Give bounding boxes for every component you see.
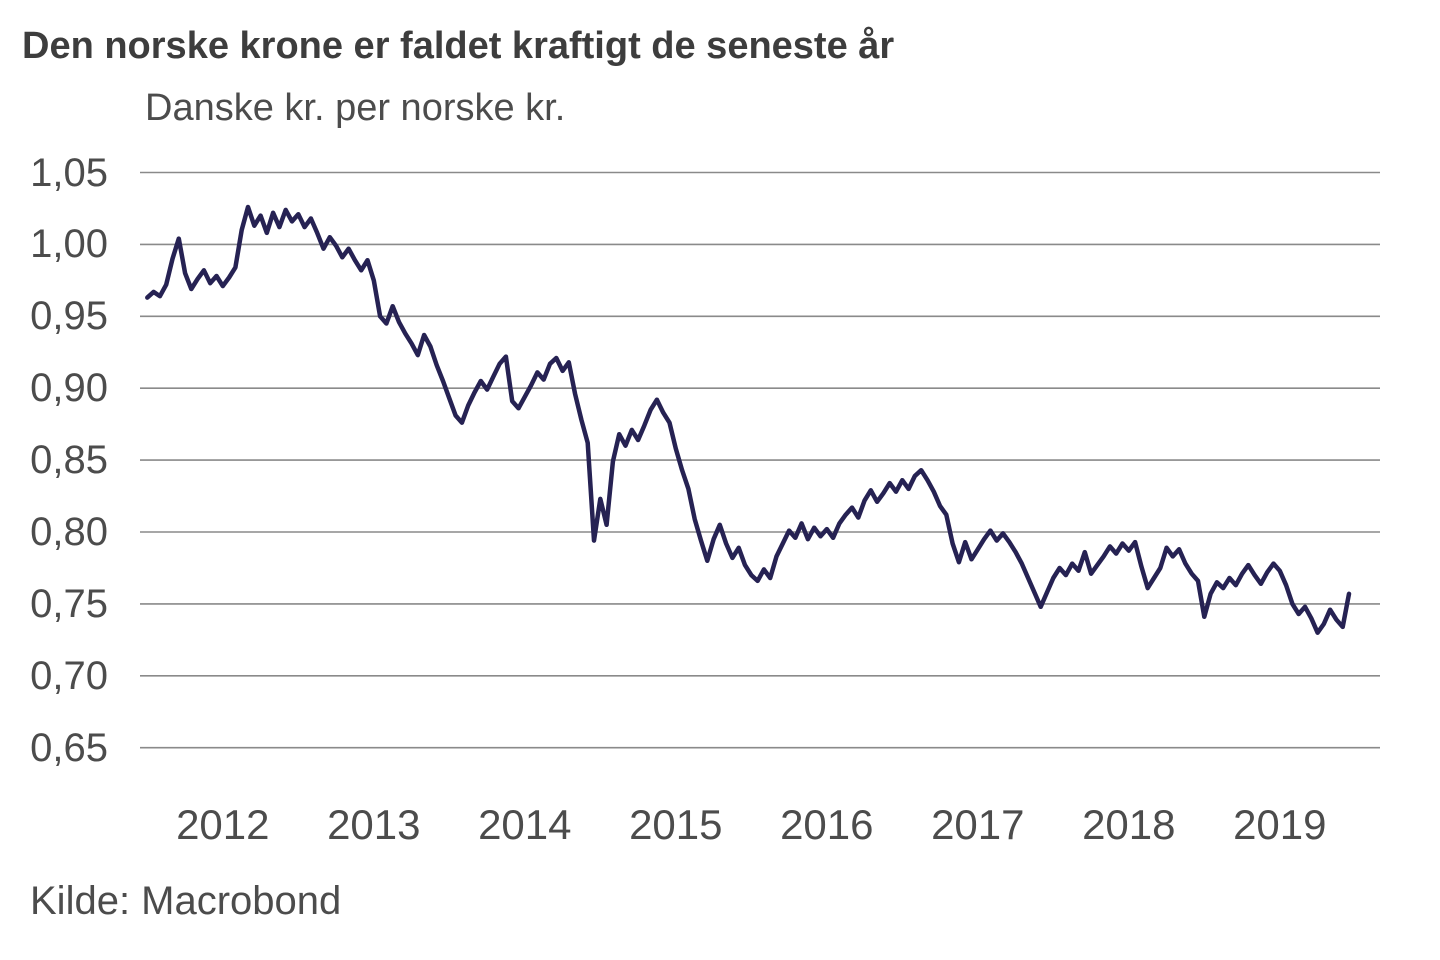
y-axis-tick-label: 1,00 [30, 222, 108, 267]
y-axis-tick-label: 0,75 [30, 581, 108, 626]
gridlines-group [140, 171, 1380, 749]
x-axis-tick-label: 2012 [176, 801, 270, 848]
x-axis-tick-label: 2019 [1233, 801, 1327, 848]
x-axis-tick-label: 2016 [780, 801, 874, 848]
chart-subtitle: Danske kr. per norske kr. [145, 87, 566, 129]
x-axis-tick-label: 2017 [931, 801, 1025, 848]
x-axis-tick-label: 2015 [629, 801, 723, 848]
source-label: Kilde: Macrobond [30, 879, 342, 923]
x-axis-tick-label: 2018 [1082, 801, 1176, 848]
y-axis-tick-label: 0,80 [30, 510, 108, 554]
y-axis-tick-label: 0,70 [30, 653, 108, 698]
exchange-rate-line [145, 204, 1352, 635]
y-axis-tick-label: 0,95 [30, 294, 108, 339]
x-axis-tick-label: 2014 [478, 801, 572, 848]
y-axis-tick-label: 0,90 [30, 366, 108, 411]
y-axis-tick-label: 0,65 [30, 725, 108, 770]
x-axis-tick-label: 2013 [327, 801, 421, 848]
y-axis-tick-label: 1,05 [30, 150, 108, 195]
chart-title: Den norske krone er faldet kraftigt de s… [22, 25, 895, 67]
y-axis-tick-label: 0,85 [30, 438, 108, 483]
